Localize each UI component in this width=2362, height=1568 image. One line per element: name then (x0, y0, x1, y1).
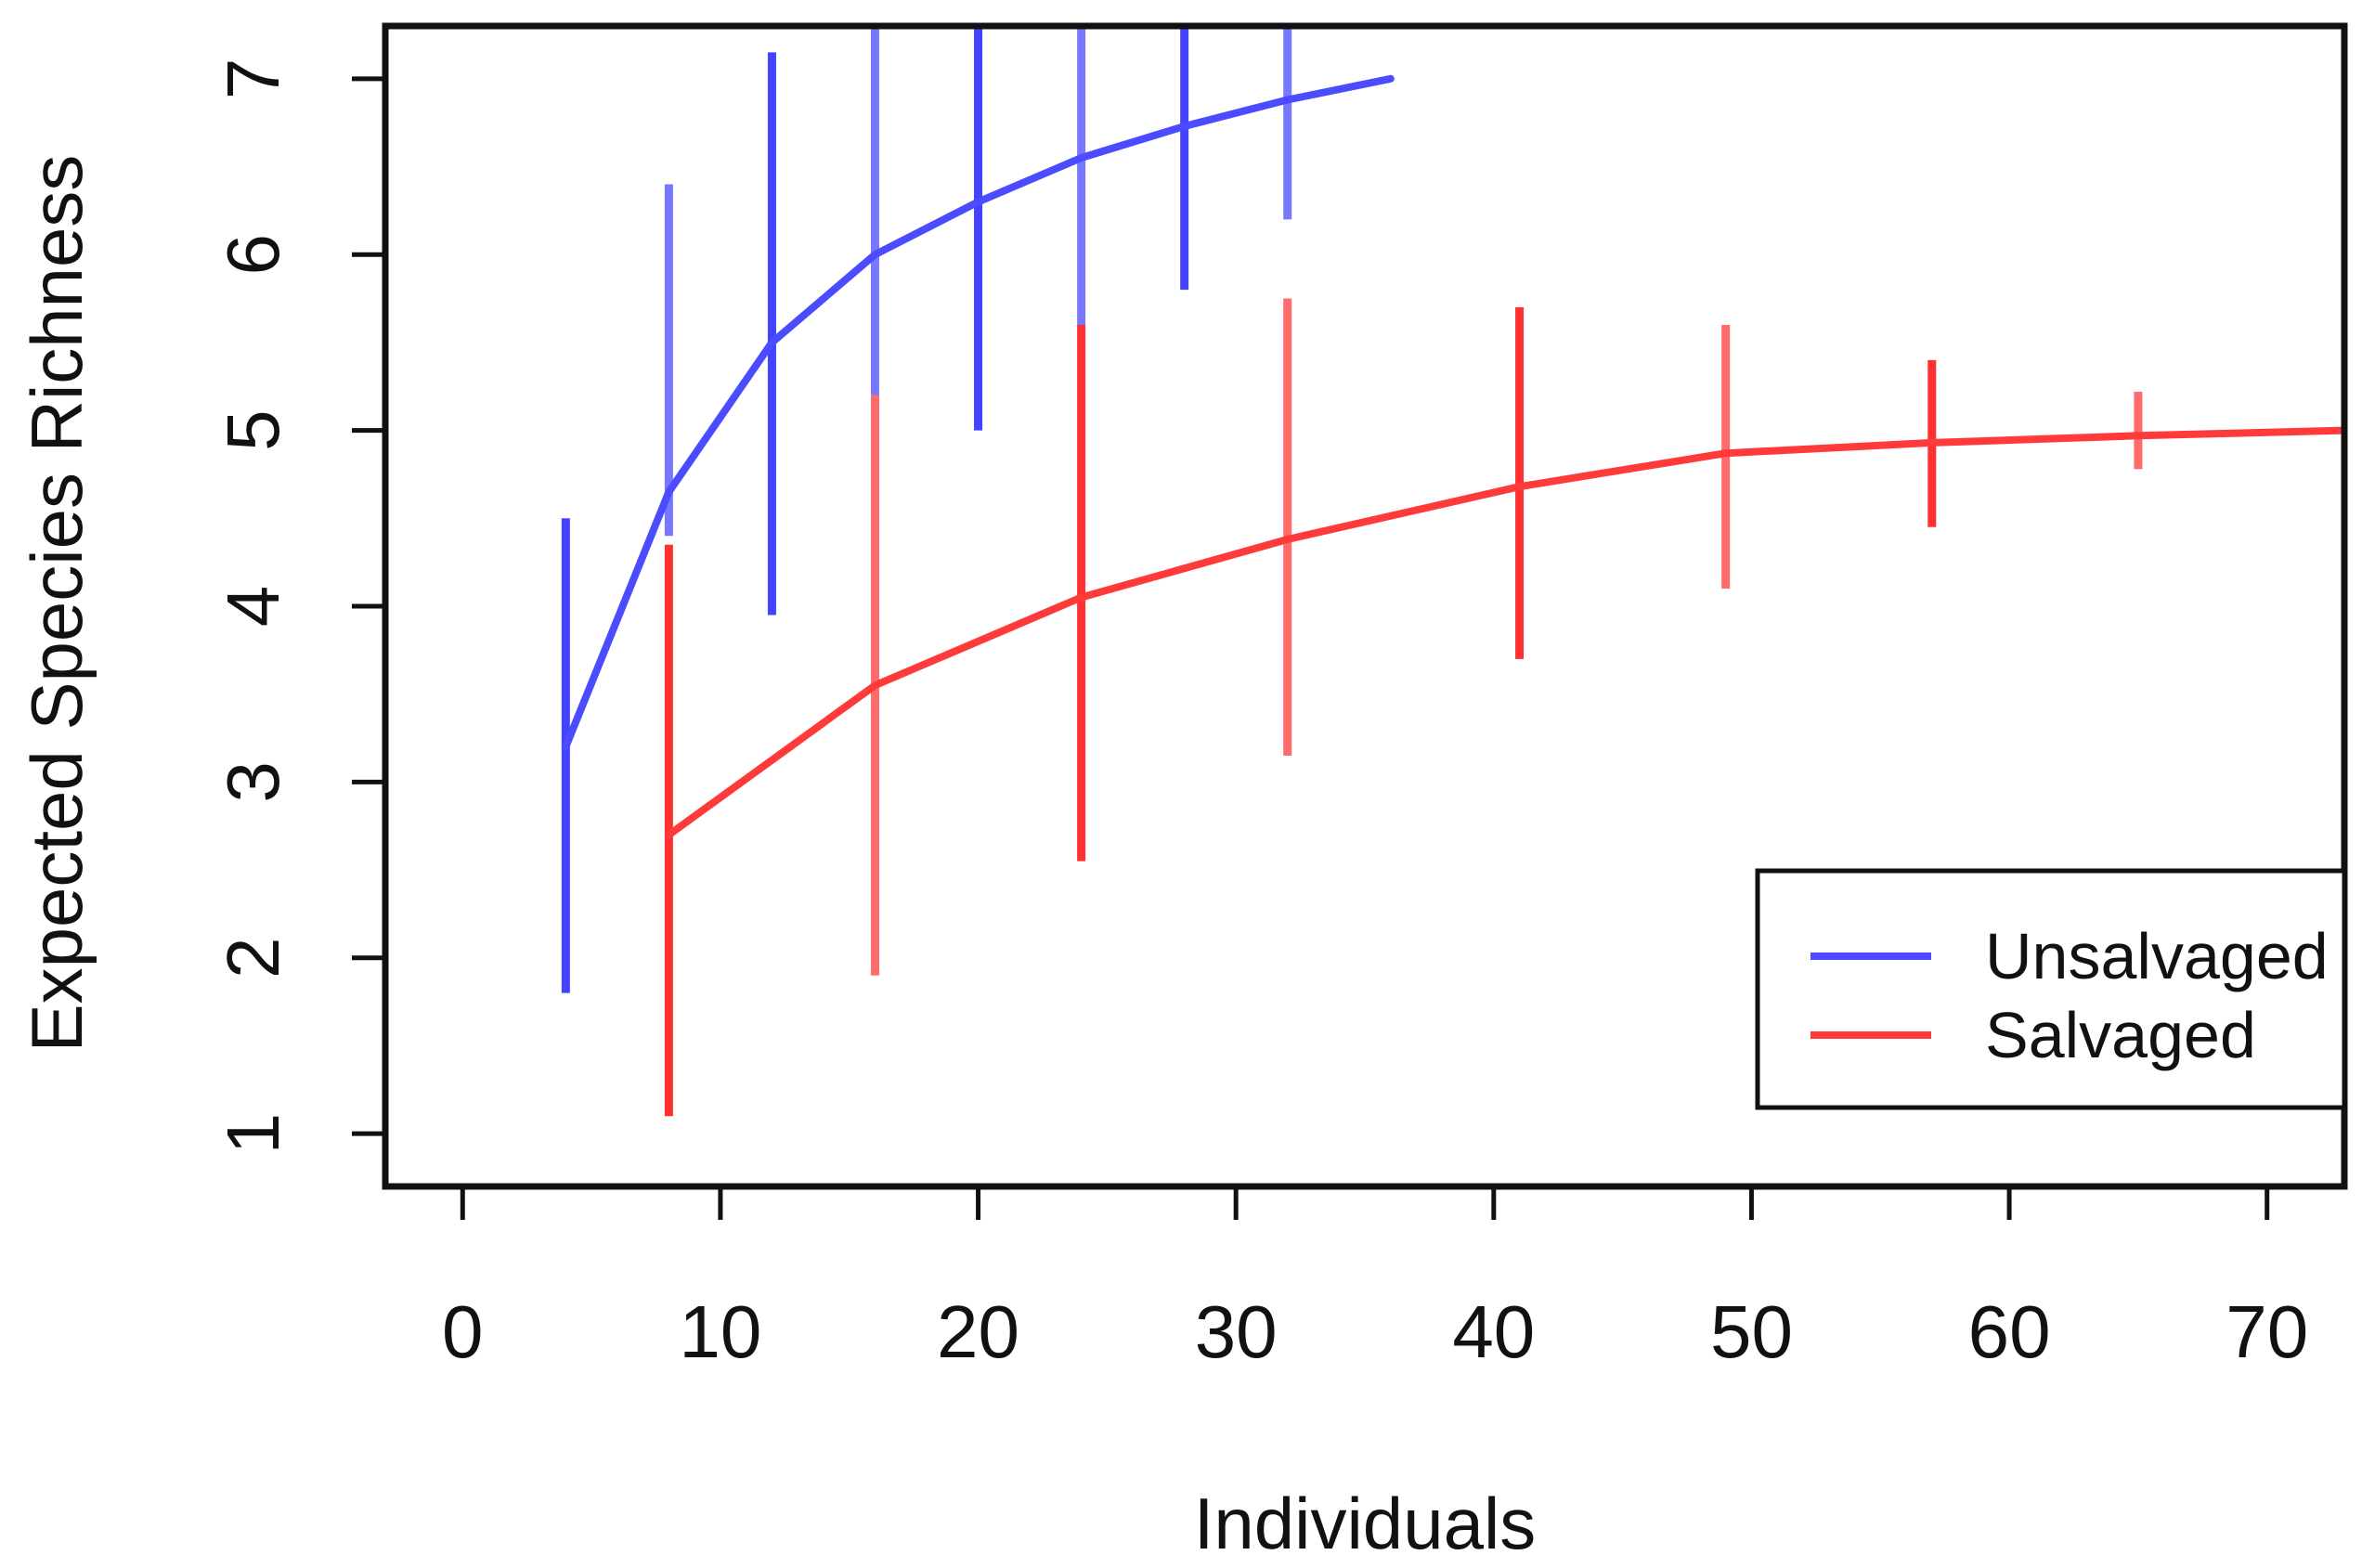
x-tick-label: 40 (1452, 1290, 1535, 1373)
y-axis: 1 2 3 4 5 6 7 (212, 58, 385, 1155)
y-tick-label: 6 (212, 234, 294, 276)
x-tick-label: 0 (442, 1290, 484, 1373)
legend-box (1755, 868, 2347, 1110)
x-tick-label: 50 (1710, 1290, 1793, 1373)
legend: Unsalvaged Salvaged (1755, 868, 2347, 1110)
series-line-salvaged (665, 426, 2344, 839)
legend-label-unsalvaged: Unsalvaged (1985, 920, 2329, 992)
y-tick-label: 5 (212, 409, 294, 451)
x-tick-label: 70 (2226, 1290, 2308, 1373)
x-tick-label: 60 (1968, 1290, 2051, 1373)
x-axis-title: Individuals (1194, 1483, 1537, 1564)
y-tick-label: 7 (212, 58, 294, 100)
y-axis-title: Expected Species Richness (16, 155, 97, 1053)
legend-label-salvaged: Salvaged (1985, 999, 2256, 1071)
y-tick-label: 2 (212, 938, 294, 979)
x-tick-label: 30 (1195, 1290, 1278, 1373)
y-tick-label: 4 (212, 586, 294, 628)
y-tick-label: 3 (212, 761, 294, 803)
x-axis: 0 10 20 30 40 50 60 70 (442, 1186, 2308, 1373)
x-tick-label: 20 (937, 1290, 1019, 1373)
plot-marks (561, 26, 2344, 1117)
x-tick-label: 10 (679, 1290, 761, 1373)
y-tick-label: 1 (212, 1113, 294, 1155)
series-line-unsalvaged (562, 74, 1395, 751)
